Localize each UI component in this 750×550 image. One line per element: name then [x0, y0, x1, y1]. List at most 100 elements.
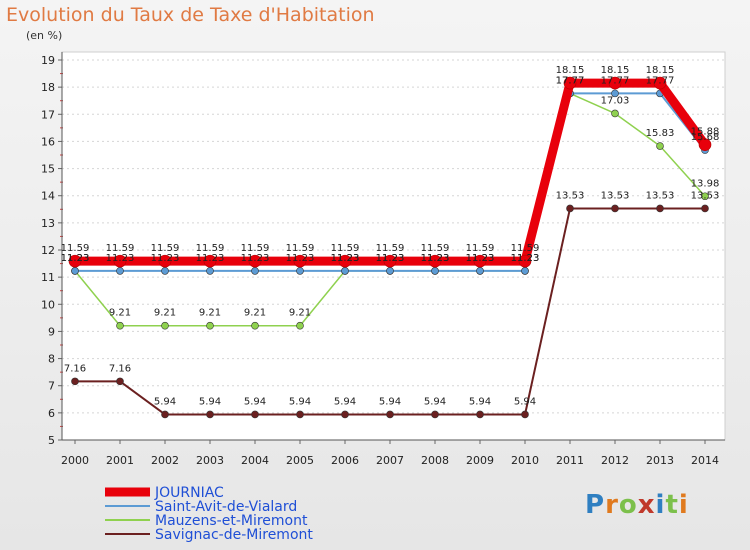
- data-point: [701, 192, 709, 201]
- data-point: [701, 204, 709, 213]
- data-point: [251, 321, 259, 330]
- data-point: [206, 410, 214, 419]
- data-label: 15.88: [691, 127, 720, 138]
- data-point: [611, 204, 619, 213]
- data-label: 9.21: [199, 308, 221, 319]
- data-label: 13.53: [556, 190, 585, 201]
- data-label: 5.94: [424, 396, 446, 407]
- data-point: [158, 254, 172, 268]
- data-label: 11.23: [241, 253, 270, 264]
- data-label: 5.94: [244, 396, 266, 407]
- x-tick-label: 2013: [646, 454, 674, 467]
- data-point: [206, 267, 214, 275]
- data-label: 11.23: [466, 253, 495, 264]
- y-axis-label: (en %): [26, 29, 63, 42]
- data-point: [341, 267, 349, 275]
- data-point: [116, 267, 124, 275]
- x-tick-label: 2003: [196, 454, 224, 467]
- data-label: 5.94: [469, 396, 491, 407]
- data-label: 11.23: [106, 253, 135, 264]
- data-label: 5.94: [379, 396, 401, 407]
- y-tick-label: 18: [41, 81, 55, 94]
- logo-letter: r: [605, 490, 619, 520]
- data-point: [521, 267, 529, 275]
- data-label: 11.23: [196, 253, 225, 264]
- data-label: 11.59: [106, 243, 135, 254]
- data-label: 11.23: [421, 253, 450, 264]
- x-tick-label: 2002: [151, 454, 179, 467]
- data-label: 15.83: [646, 128, 675, 139]
- y-tick-label: 12: [41, 244, 55, 257]
- data-label: 11.23: [151, 253, 180, 264]
- data-point: [611, 109, 619, 118]
- y-tick-label: 9: [48, 325, 55, 338]
- data-point: [341, 410, 349, 419]
- x-tick-label: 2000: [61, 454, 89, 467]
- data-point: [116, 377, 124, 386]
- data-label: 13.53: [601, 190, 630, 201]
- data-point: [203, 254, 217, 268]
- data-label: 11.59: [466, 243, 495, 254]
- data-point: [248, 254, 262, 268]
- data-label: 9.21: [244, 308, 266, 319]
- data-label: 18.15: [556, 65, 585, 76]
- data-point: [206, 321, 214, 330]
- y-tick-label: 19: [41, 54, 55, 67]
- data-label: 11.59: [511, 243, 540, 254]
- data-label: 11.59: [61, 243, 90, 254]
- data-point: [68, 254, 82, 268]
- data-point: [698, 138, 712, 151]
- x-tick-label: 2007: [376, 454, 404, 467]
- data-label: 18.15: [646, 65, 675, 76]
- data-point: [428, 254, 442, 268]
- data-label: 11.23: [376, 253, 405, 264]
- data-point: [656, 142, 664, 150]
- data-point: [296, 410, 304, 419]
- data-label: 9.21: [289, 308, 311, 319]
- data-point: [383, 254, 397, 268]
- data-point: [71, 267, 79, 275]
- y-tick-label: 8: [48, 353, 55, 366]
- y-tick-label: 10: [41, 298, 55, 311]
- data-point: [566, 204, 574, 213]
- logo-letter: t: [665, 490, 679, 520]
- y-tick-label: 13: [41, 217, 55, 230]
- data-label: 18.15: [601, 65, 630, 76]
- chart-title: Evolution du Taux de Taxe d'Habitation: [6, 4, 375, 26]
- data-point: [161, 410, 169, 419]
- data-point: [386, 267, 394, 275]
- logo-letter: x: [637, 490, 656, 520]
- data-point: [338, 254, 352, 268]
- data-label: 11.23: [61, 253, 90, 264]
- legend-label: JOURNIAC: [154, 485, 224, 501]
- data-label: 5.94: [289, 396, 311, 407]
- data-label: 9.21: [154, 308, 176, 319]
- x-tick-label: 2009: [466, 454, 494, 467]
- data-point: [296, 321, 304, 330]
- data-label: 17.77: [646, 75, 675, 86]
- data-point: [431, 267, 439, 275]
- data-point: [521, 410, 529, 419]
- data-label: 13.53: [646, 190, 675, 201]
- data-label: 5.94: [514, 396, 536, 407]
- data-label: 11.59: [196, 243, 225, 254]
- data-point: [563, 76, 577, 90]
- x-tick-label: 2010: [511, 454, 539, 467]
- logo-letter: P: [585, 490, 606, 520]
- data-label: 11.59: [286, 243, 315, 254]
- data-point: [611, 89, 619, 98]
- data-label: 11.23: [421, 253, 450, 264]
- data-point: [116, 321, 124, 330]
- data-point: [656, 204, 664, 213]
- data-point: [473, 254, 487, 268]
- y-tick-label: 11: [41, 271, 55, 284]
- data-point: [293, 254, 307, 268]
- data-point: [161, 267, 169, 275]
- y-tick-label: 17: [41, 108, 55, 121]
- y-tick-label: 7: [48, 380, 55, 393]
- data-label: 11.23: [511, 253, 540, 264]
- data-label: 11.59: [376, 243, 405, 254]
- legend-label: Savignac-de-Miremont: [155, 527, 313, 543]
